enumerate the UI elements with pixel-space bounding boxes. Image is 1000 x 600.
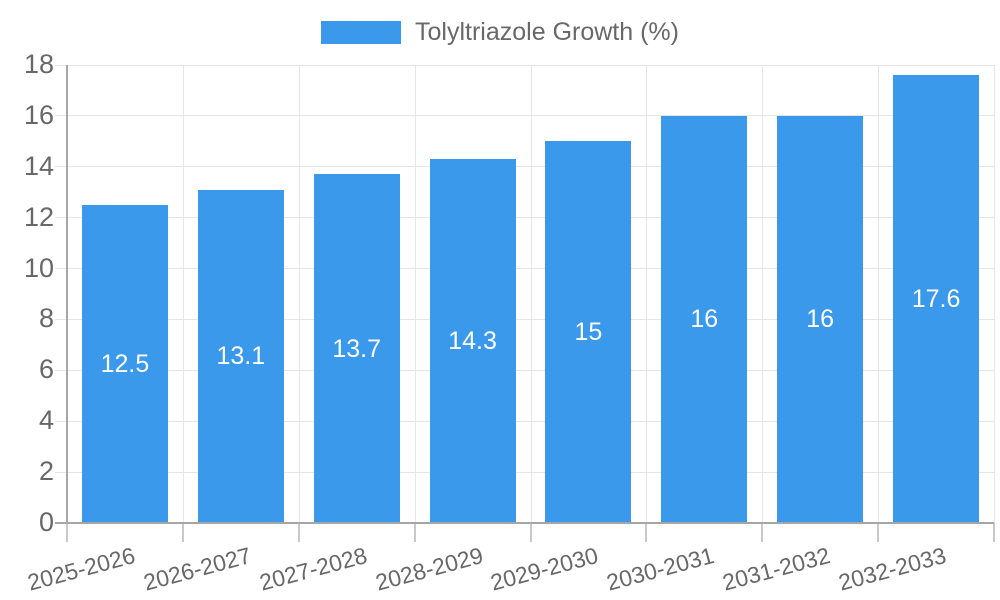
gridline-horizontal [55,420,994,422]
bar-value-label: 13.1 [216,342,266,371]
x-axis-tick [529,523,532,542]
x-tick-label: 2027-2028 [256,542,370,596]
x-tick-label: 2030-2031 [604,542,718,596]
bar-value-label: 14.3 [448,327,497,356]
bar [313,174,400,523]
x-axis-tick [645,523,648,542]
y-tick-label: 4 [38,405,54,436]
y-tick-label: 18 [23,49,54,79]
x-tick-label: 2028-2029 [372,542,486,596]
y-tick-label: 0 [38,507,54,537]
x-tick-label: 2031-2032 [719,542,833,596]
bar [197,189,284,523]
x-tick-label: 2032-2033 [835,542,949,596]
gridline-horizontal [55,318,994,320]
x-axis [55,522,994,524]
y-tick-label: 16 [23,99,54,130]
x-axis-tick [877,523,880,542]
bar [429,159,516,523]
y-tick-label: 14 [23,150,54,181]
x-axis-tick [66,523,68,542]
gridline-horizontal [55,64,994,66]
x-tick-label: 2025-2026 [24,542,138,596]
bar-value-label: 16 [690,305,719,334]
bar [81,204,168,523]
y-tick-label: 10 [23,252,54,283]
gridline-horizontal [55,115,994,117]
legend-label: Tolyltriazole Growth (%) [415,18,679,46]
bar-value-label: 17.6 [911,285,961,314]
x-tick-label: 2029-2030 [488,542,602,596]
bar-value-label: 16 [806,305,835,334]
gridline-horizontal [55,268,994,270]
y-tick-label: 8 [38,303,54,334]
x-axis-tick [761,523,764,542]
y-axis [66,65,68,523]
gridline-horizontal [55,217,994,219]
x-axis-tick [993,523,995,542]
bar [777,115,864,523]
bar [545,141,632,523]
gridline-vertical [878,65,880,523]
bar-value-label: 13.7 [332,334,382,363]
x-axis-tick [413,523,416,542]
gridline-vertical [182,65,184,523]
gridline-vertical [530,65,532,523]
gridline-horizontal [55,369,994,371]
x-tick-label: 2026-2027 [140,542,254,596]
gridline-vertical [762,65,764,523]
bar [661,115,748,523]
y-tick-label: 12 [23,201,54,232]
gridline-horizontal [55,166,994,168]
x-axis-tick [297,523,300,542]
gridline-vertical [414,65,416,523]
gridline-horizontal [55,471,994,473]
legend[interactable]: Tolyltriazole Growth (%) [0,18,1000,47]
gridline-vertical [298,65,300,523]
bar [893,75,980,523]
gridline-vertical [994,65,995,523]
bar-value-label: 12.5 [100,349,150,378]
gridline-vertical [646,65,648,523]
y-tick-label: 2 [38,456,54,487]
legend-swatch-icon [321,21,402,44]
x-axis-tick [181,523,184,542]
y-tick-label: 6 [38,354,54,385]
bar-value-label: 15 [574,318,603,347]
